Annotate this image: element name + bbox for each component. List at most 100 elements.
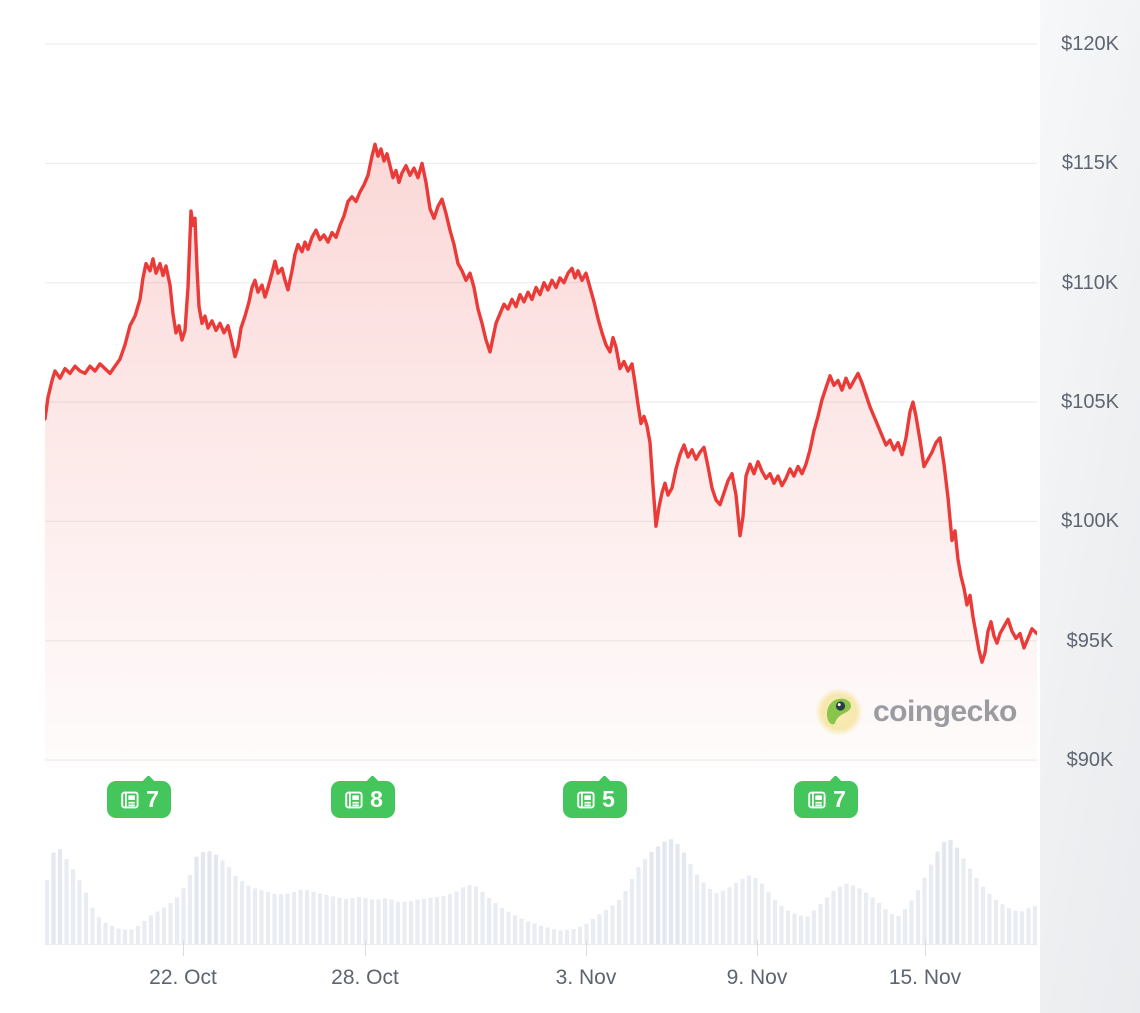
volume-bar [460,887,466,945]
volume-bar [382,898,388,945]
volume-bar [285,893,290,945]
volume-bar [623,891,628,945]
volume-bar [954,847,960,945]
x-axis-label: 22. Oct [149,966,217,989]
watermark-text: coingecko [873,695,1017,728]
volume-bar [369,899,375,945]
volume-bar [181,888,186,945]
volume-bar [922,877,927,945]
volume-bar [233,875,238,945]
volume-bar [363,898,368,945]
volume-bar [142,920,147,945]
volume-bar [616,899,622,945]
volume-bar [883,909,888,945]
volume-bar [330,896,336,945]
volume-bar [1032,906,1037,945]
volume-bar [889,914,895,945]
volume-bar [278,894,284,945]
news-badge[interactable]: 7 [794,775,858,818]
volume-bar [343,898,349,945]
volume-bar [493,903,498,945]
volume-bar [96,917,102,945]
volume-bar [122,929,128,945]
volume-bar [408,900,414,945]
volume-bar [733,882,739,945]
price-area [45,144,1037,770]
volume-bar [246,885,251,945]
volume-bar [304,890,310,945]
volume-bar [811,910,817,945]
y-axis-label: $100K [1061,510,1119,533]
volume-bar [421,898,427,945]
volume-bar [467,885,472,945]
volume-bar [564,929,570,945]
volume-bar [870,897,875,945]
volume-bar [317,893,323,945]
volume-bar [525,921,531,945]
news-badge[interactable]: 7 [107,775,171,818]
volume-bar [356,897,362,945]
volume-bar [688,864,693,945]
x-axis-label: 15. Nov [888,966,962,989]
x-axis-tick [365,940,366,956]
newspaper-icon [345,791,363,808]
x-axis-label: 28. Oct [331,966,399,989]
volume-bar [168,903,173,945]
volume-bar [447,893,453,945]
coingecko-watermark: coingecko [814,687,1017,737]
volume-bar [577,926,583,945]
volume-bar [584,923,589,945]
volume-bar [772,899,778,945]
y-axis-label: $115K [1061,152,1119,175]
volume-bar [376,899,381,945]
volume-bar [538,925,544,945]
volume-bar [844,883,849,945]
volume-bar [915,890,921,945]
volume-bar [824,897,830,945]
volume-bar [980,886,986,945]
volume-bar [941,842,947,945]
volume-bar [129,929,134,945]
volume-bar [785,910,791,945]
newspaper-icon [121,791,139,808]
volume-bar [642,859,648,945]
volume-bar [818,904,823,945]
volume-bar [571,929,576,945]
news-count: 8 [370,786,383,812]
x-axis-tick [925,940,926,956]
volume-bar [506,911,511,945]
volume-bar [857,888,862,945]
volume-bar [239,881,245,945]
volume-bar [727,887,732,945]
volume-bar [265,892,271,945]
volume-bar [480,891,485,945]
volume-bar [161,907,167,945]
volume-bar [545,927,550,945]
volume-bar [993,900,999,945]
volume-bar [798,915,804,945]
volume-bar [590,918,596,945]
volume-bar [701,882,706,945]
news-badge[interactable]: 8 [331,775,395,818]
volume-bar [77,880,82,945]
volume-bar [928,864,934,945]
volume-bar [103,922,108,945]
price-plot[interactable] [45,0,1037,770]
volume-bar [967,868,973,945]
volume-bar [70,869,76,945]
volume-bar [51,852,56,945]
y-axis-label: $105K [1061,391,1119,414]
y-axis-label: $95K [1066,629,1114,652]
volume-bar [499,908,505,945]
volume-bar [753,878,758,945]
volume-bar [389,899,394,945]
volume-bar [512,915,518,945]
volume-bar [64,859,69,945]
volume-bar [681,852,687,945]
volume-bar [434,896,440,945]
volume-bar [714,893,719,945]
news-badge[interactable]: 5 [563,775,627,818]
volume-bar [837,886,843,945]
y-axis-label: $110K [1061,271,1119,294]
volume-bar [200,852,206,945]
